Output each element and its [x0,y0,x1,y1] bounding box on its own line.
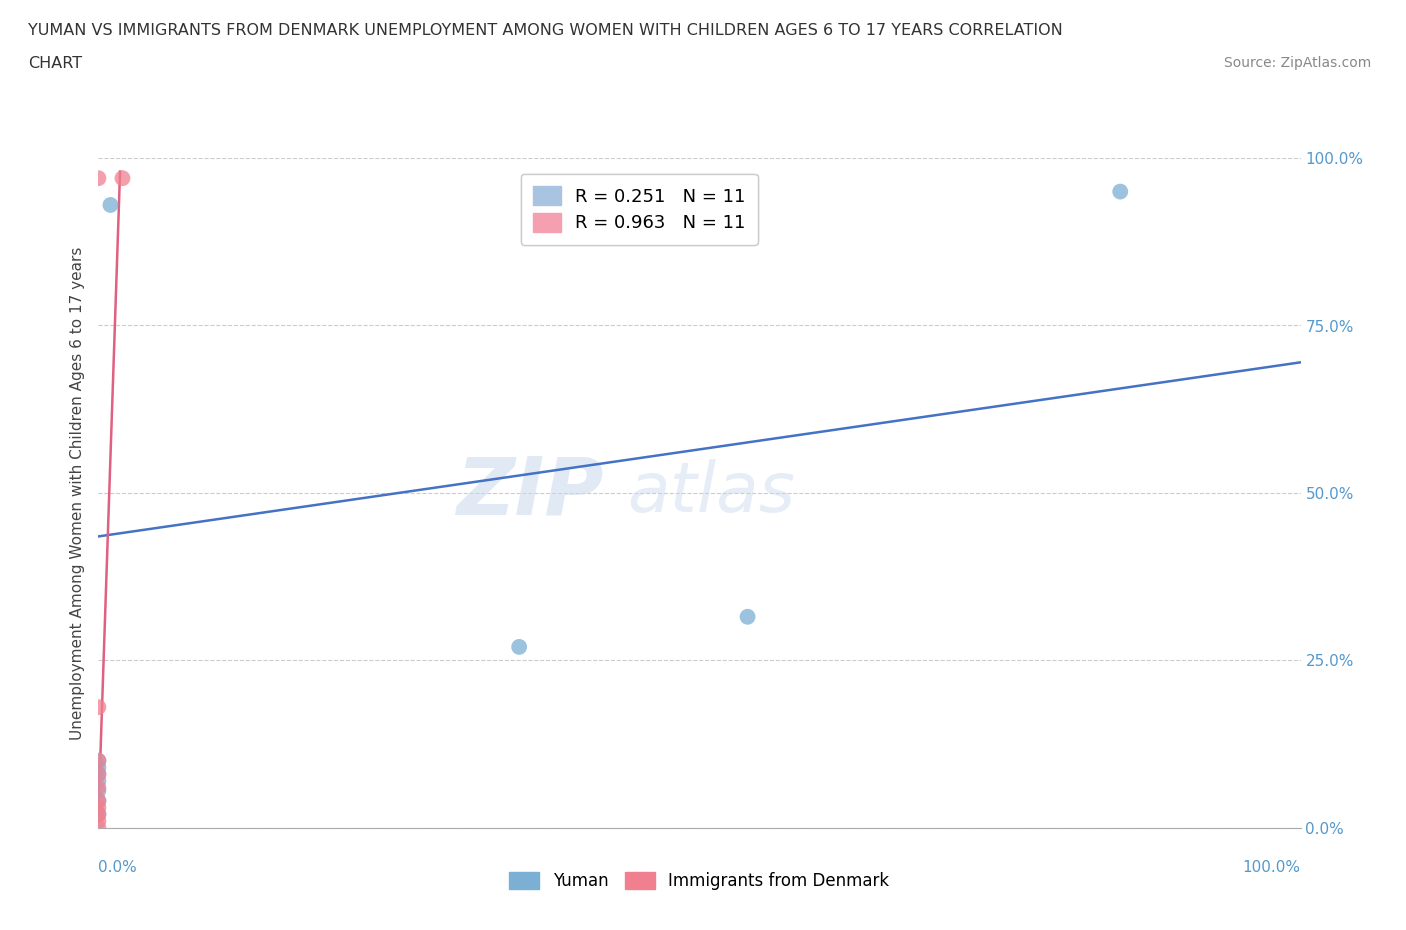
Point [87,766,110,781]
Point [87,807,110,822]
Point [87,793,110,808]
Point [87,753,110,768]
Point [87,780,110,795]
Point [87,807,110,822]
Point [100,197,122,212]
Legend: R = 0.251   N = 11, R = 0.963   N = 11: R = 0.251 N = 11, R = 0.963 N = 11 [520,174,758,245]
Point [87,820,110,835]
Point [87,699,110,714]
Point [508,640,530,655]
Point [87,774,110,789]
Text: YUMAN VS IMMIGRANTS FROM DENMARK UNEMPLOYMENT AMONG WOMEN WITH CHILDREN AGES 6 T: YUMAN VS IMMIGRANTS FROM DENMARK UNEMPLO… [28,23,1063,38]
Point [87,766,110,781]
Point [87,800,110,815]
Text: CHART: CHART [28,56,82,71]
Point [737,609,759,624]
Point [1109,184,1132,199]
Point [87,760,110,775]
Text: Source: ZipAtlas.com: Source: ZipAtlas.com [1223,56,1371,70]
Point [87,793,110,808]
Point [87,783,110,798]
Point [87,171,110,186]
Text: ZIP: ZIP [456,454,603,532]
Y-axis label: Unemployment Among Women with Children Ages 6 to 17 years: Unemployment Among Women with Children A… [69,246,84,739]
Text: 0.0%: 0.0% [98,860,138,875]
Text: 100.0%: 100.0% [1243,860,1301,875]
Text: atlas: atlas [627,459,796,526]
Point [111,171,134,186]
Point [87,814,110,829]
Point [87,753,110,768]
